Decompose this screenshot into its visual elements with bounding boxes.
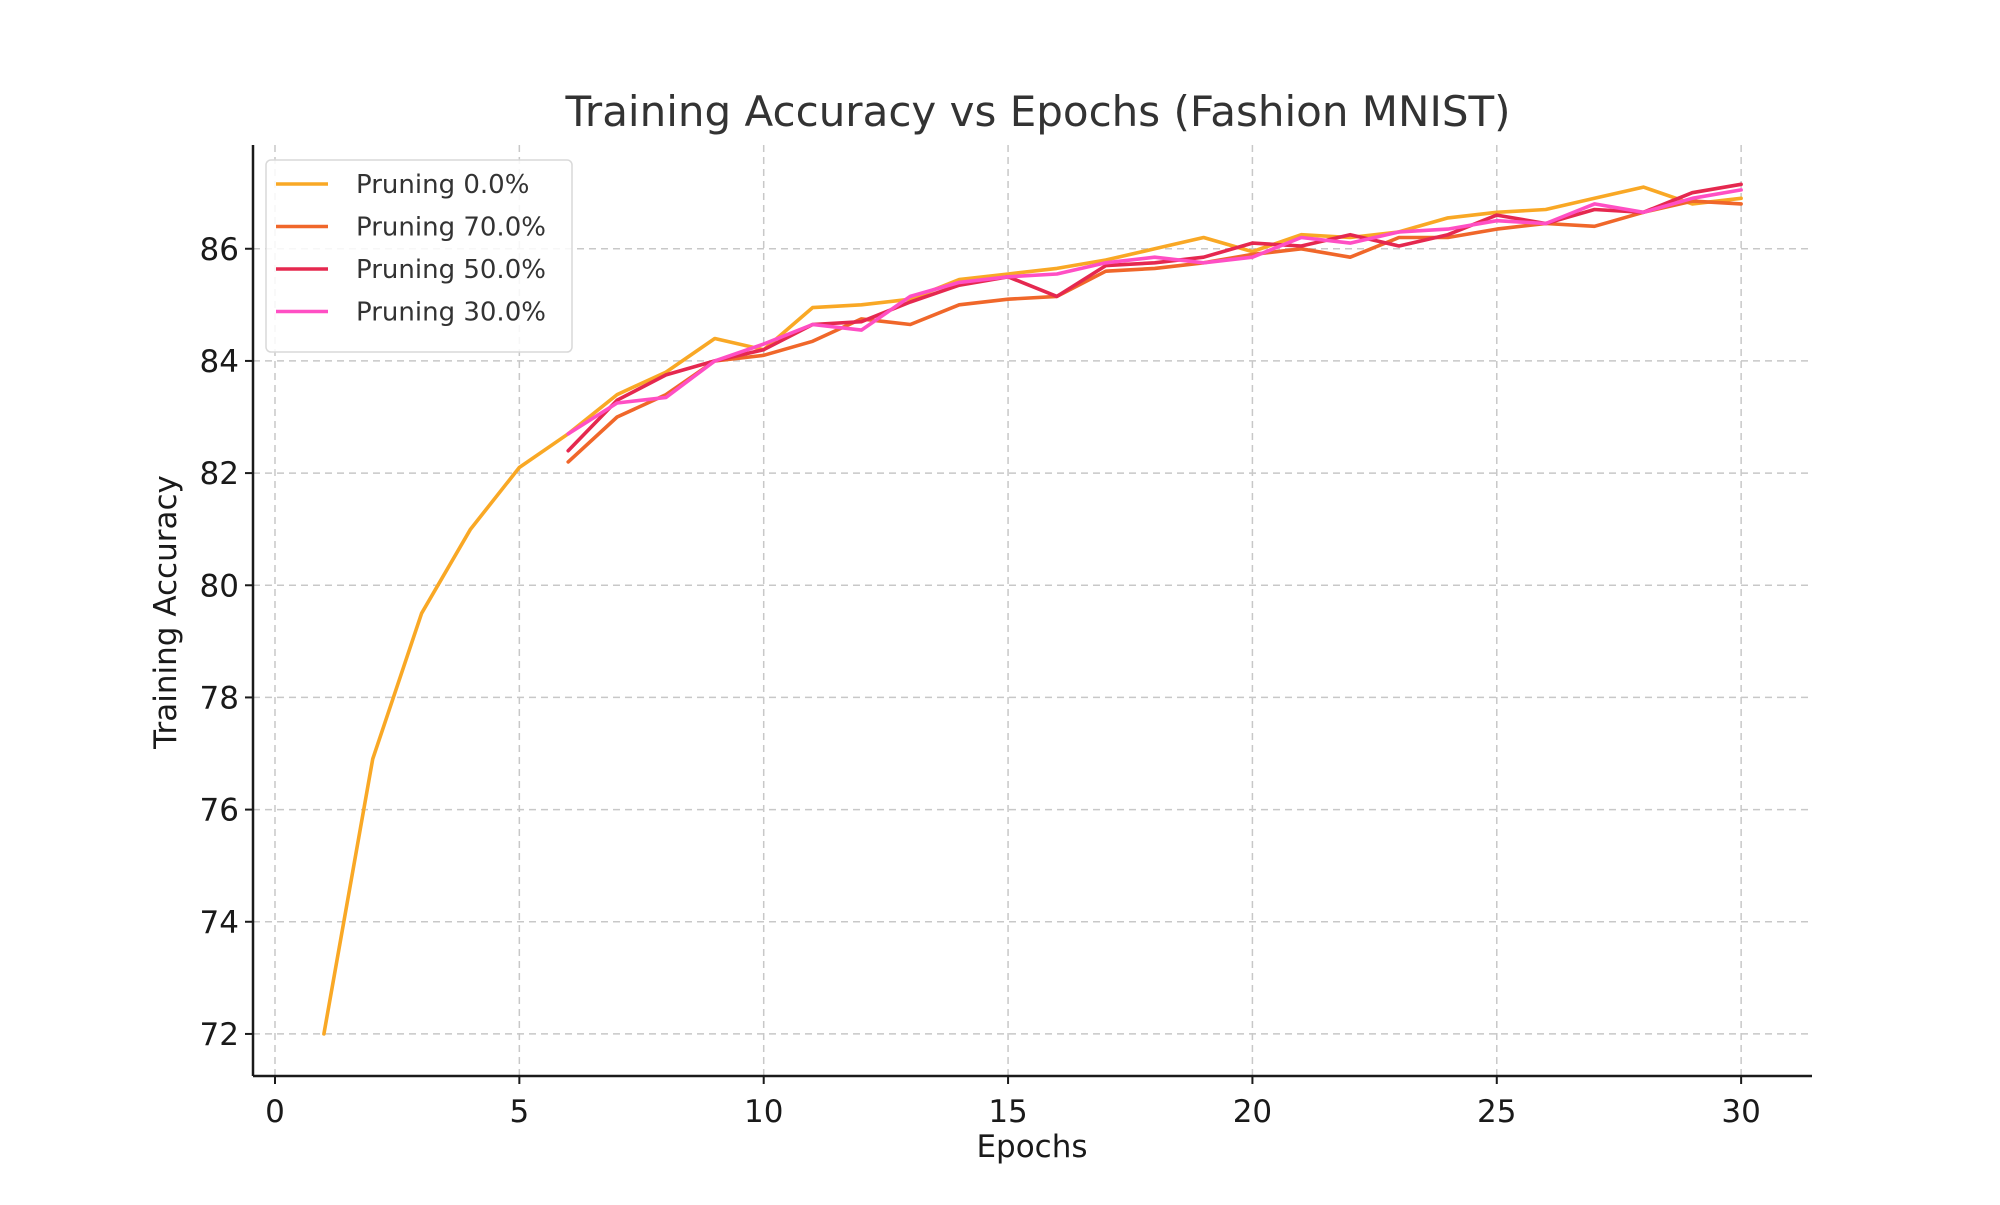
grid: [253, 145, 1812, 1076]
x-tick-label: 20: [1233, 1094, 1272, 1130]
legend: Pruning 0.0% Pruning 70.0% Pruning 50.0% Pr…: [265, 159, 573, 353]
x-tick-label: 10: [744, 1094, 783, 1130]
y-tick-label: 82: [200, 456, 239, 492]
legend-label: Pruning 50.0%: [356, 255, 546, 285]
y-tick-label: 78: [200, 680, 239, 716]
x-tick-label: 25: [1477, 1094, 1516, 1130]
x-tick-label: 30: [1721, 1094, 1760, 1130]
x-axis-label: Epochs: [976, 1129, 1087, 1165]
legend-box: [265, 159, 573, 353]
series-line-pruning-70-0: [566, 199, 1743, 464]
y-tick-label: 86: [200, 232, 239, 268]
y-tick-label: 72: [200, 1017, 239, 1053]
x-tick-label: 5: [509, 1094, 529, 1130]
legend-label: Pruning 70.0%: [356, 213, 546, 243]
y-tick-label: 76: [200, 793, 239, 829]
y-tick-label: 74: [200, 905, 239, 941]
y-axis-label: Training Accuracy: [148, 475, 184, 750]
y-tick-label: 84: [200, 344, 239, 380]
series-layer: [322, 182, 1743, 1036]
legend-label: Pruning 0.0%: [356, 170, 529, 200]
x-tick-label: 0: [265, 1094, 285, 1130]
series-line-pruning-0-0: [322, 185, 1743, 1036]
x-tick-label: 15: [988, 1094, 1027, 1130]
y-tick-label: 80: [200, 568, 239, 604]
x-axis-ticks: 0 5 10 15 20 25 30: [265, 1076, 1761, 1130]
series-line-pruning-30-0: [566, 188, 1743, 436]
chart-title: Training Accuracy vs Epochs (Fashion MNI…: [564, 87, 1510, 136]
legend-label: Pruning 30.0%: [356, 298, 546, 328]
y-axis-ticks: 72 74 76 78 80 82 84 86: [200, 232, 253, 1053]
